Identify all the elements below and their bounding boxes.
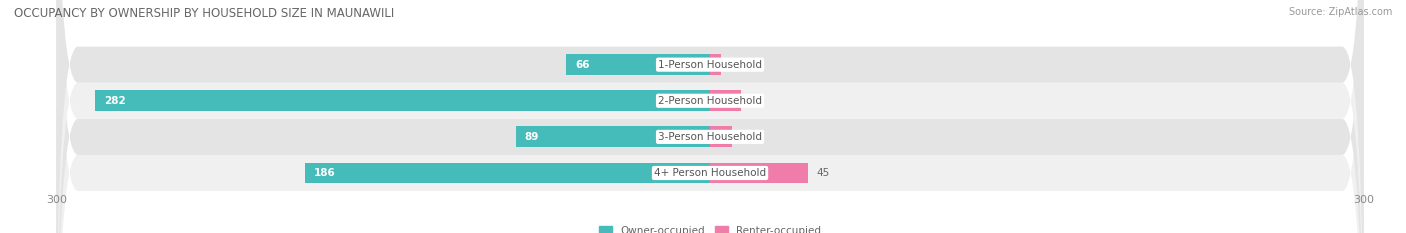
Text: 66: 66 xyxy=(575,60,589,70)
Text: 282: 282 xyxy=(104,96,127,106)
Bar xyxy=(710,127,731,147)
Text: 14: 14 xyxy=(749,96,762,106)
Bar xyxy=(516,127,710,147)
Bar xyxy=(96,90,710,111)
Bar xyxy=(710,90,741,111)
Text: 186: 186 xyxy=(314,168,335,178)
Text: 10: 10 xyxy=(741,132,754,142)
Text: 1-Person Household: 1-Person Household xyxy=(658,60,762,70)
Text: 4+ Person Household: 4+ Person Household xyxy=(654,168,766,178)
FancyBboxPatch shape xyxy=(56,0,1364,233)
Bar xyxy=(710,163,808,183)
Bar xyxy=(305,163,710,183)
Text: 5: 5 xyxy=(730,60,737,70)
Text: Source: ZipAtlas.com: Source: ZipAtlas.com xyxy=(1288,7,1392,17)
FancyBboxPatch shape xyxy=(56,0,1364,233)
Bar xyxy=(567,54,710,75)
FancyBboxPatch shape xyxy=(56,0,1364,233)
Bar xyxy=(710,54,721,75)
FancyBboxPatch shape xyxy=(56,0,1364,233)
Text: 3-Person Household: 3-Person Household xyxy=(658,132,762,142)
Text: 2-Person Household: 2-Person Household xyxy=(658,96,762,106)
Text: OCCUPANCY BY OWNERSHIP BY HOUSEHOLD SIZE IN MAUNAWILI: OCCUPANCY BY OWNERSHIP BY HOUSEHOLD SIZE… xyxy=(14,7,394,20)
Legend: Owner-occupied, Renter-occupied: Owner-occupied, Renter-occupied xyxy=(599,226,821,233)
Text: 89: 89 xyxy=(524,132,538,142)
Text: 45: 45 xyxy=(817,168,830,178)
